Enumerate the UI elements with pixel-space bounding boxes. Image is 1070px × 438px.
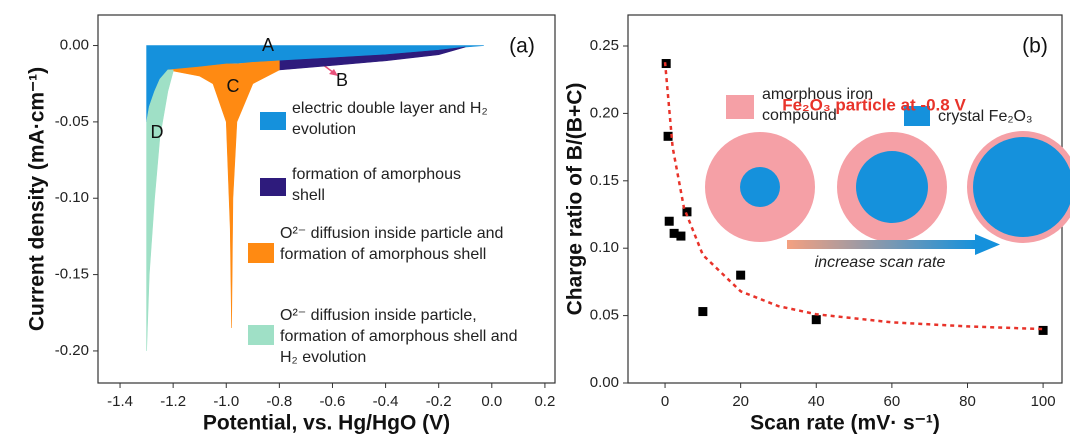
crystal-core: [740, 167, 780, 207]
x-tick-label: -0.4: [373, 393, 399, 410]
y-tick-label: 0.05: [590, 307, 619, 324]
legend-label: amorphous iron compound: [762, 86, 874, 124]
data-point: [664, 216, 674, 226]
x-tick-label: -1.4: [107, 393, 133, 410]
x-tick-label: -0.8: [266, 393, 292, 410]
data-point: [676, 231, 686, 241]
legend-label: O²⁻ diffusion inside particle, formation…: [280, 307, 518, 366]
legend-swatch: [260, 178, 286, 196]
y-axis-title: Current density (mA·cm⁻¹): [26, 67, 49, 331]
y-tick-label: 0.15: [590, 172, 619, 189]
data-point: [669, 228, 679, 238]
x-tick-label: 40: [808, 393, 825, 410]
y-tick-label: 0.25: [590, 37, 619, 54]
annotation: (a): [509, 35, 535, 58]
x-axis-title: Potential, vs. Hg/HgO (V): [203, 412, 450, 435]
annotation: C: [227, 76, 240, 96]
crystal-core: [856, 151, 928, 223]
y-tick-label: 0.10: [590, 239, 619, 256]
annotation: B: [336, 70, 348, 90]
particle-inset: [705, 131, 1070, 255]
x-tick-label: -1.2: [160, 393, 186, 410]
x-tick-label: 100: [1031, 393, 1056, 410]
y-tick-label: -0.20: [55, 342, 89, 359]
y-tick-label: -0.05: [55, 113, 89, 130]
legend-label: crystal Fe₂O₃: [938, 108, 1033, 125]
area-band: [279, 46, 466, 71]
legend-swatch: [248, 325, 274, 345]
inset-title: Fe₂O₃ particle at -0.8 V: [782, 95, 966, 114]
arrow-head: [329, 69, 338, 76]
arrow-label: increase scan rate: [815, 254, 946, 271]
legend-swatch: [904, 106, 930, 126]
scan-arrow: [787, 240, 977, 249]
x-tick-label: 0.2: [534, 393, 555, 410]
data-point: [682, 207, 692, 217]
x-tick-label: 60: [884, 393, 901, 410]
legend-label: formation of amorphous shell: [292, 166, 461, 204]
y-axis-title: Charge ratio of B/(B+C): [564, 83, 587, 316]
data-point: [811, 315, 821, 325]
arrow-head: [975, 234, 1000, 255]
annotation: D: [151, 122, 164, 142]
legend-swatch: [248, 243, 274, 263]
annotation: A: [262, 35, 274, 55]
data-point: [736, 270, 746, 280]
y-tick-label: -0.15: [55, 266, 89, 283]
x-tick-label: -0.6: [320, 393, 346, 410]
data-point: [1038, 325, 1048, 335]
y-tick-label: 0.00: [590, 374, 619, 391]
legend-swatch: [726, 95, 754, 119]
legend-swatch: [260, 112, 286, 130]
data-point: [698, 307, 708, 317]
area-band: [146, 69, 174, 351]
area-band: [167, 60, 280, 329]
x-tick-label: 80: [959, 393, 976, 410]
x-tick-label: -0.2: [426, 393, 452, 410]
x-tick-label: 0.0: [481, 393, 502, 410]
data-point: [663, 131, 673, 141]
legend-label: electric double layer and H₂ evolution: [292, 100, 488, 138]
plot-frame: [97, 14, 556, 384]
fit-line: [663, 62, 1044, 331]
x-tick-label: 20: [732, 393, 749, 410]
x-tick-label: 0: [661, 393, 669, 410]
x-tick-label: -1.0: [213, 393, 239, 410]
x-axis-title: Scan rate (mV· s⁻¹): [750, 412, 940, 435]
y-tick-label: 0.00: [60, 37, 89, 54]
panel-label: (b): [1022, 35, 1048, 58]
legend-label: O²⁻ diffusion inside particle and format…: [280, 225, 504, 263]
crystal-core: [973, 137, 1070, 237]
y-tick-label: -0.10: [55, 189, 89, 206]
y-tick-label: 0.20: [590, 104, 619, 121]
